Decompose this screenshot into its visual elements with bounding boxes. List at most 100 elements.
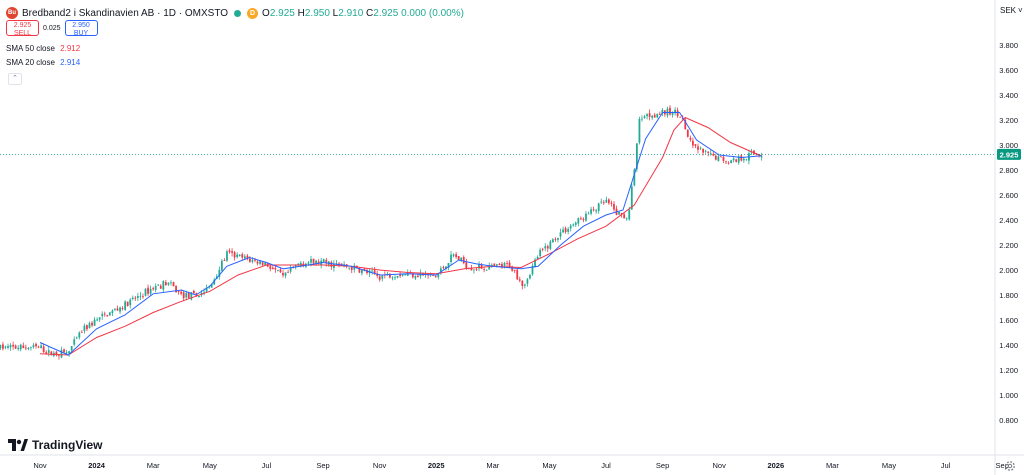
candle-body xyxy=(689,137,692,140)
candle-body xyxy=(30,347,32,349)
candle-body xyxy=(470,268,473,271)
candle-body xyxy=(714,155,717,160)
candle-body xyxy=(175,286,177,293)
candle-body xyxy=(32,345,35,347)
sma-50-close-line xyxy=(39,116,762,356)
symbol-title[interactable]: Bredband2 i Skandinavien AB · 1D · OMXST… xyxy=(22,7,229,19)
candle-body xyxy=(282,272,284,276)
candle-body xyxy=(134,297,137,299)
candle-body xyxy=(83,325,86,331)
indicator-sma20[interactable]: SMA 20 close 2.914 xyxy=(6,58,81,67)
candle-body xyxy=(325,259,328,264)
indicator-sma50[interactable]: SMA 50 close 2.912 xyxy=(6,44,81,53)
candle-body xyxy=(549,241,552,249)
candle-body xyxy=(139,295,142,297)
candle-body xyxy=(523,284,526,286)
candle-body xyxy=(307,262,310,264)
candle-body xyxy=(445,266,447,270)
sell-button[interactable]: 2.925 SELL xyxy=(6,20,39,37)
candle-body xyxy=(210,283,213,288)
spread-value: 0.025 xyxy=(43,24,61,32)
candle-body xyxy=(363,268,366,271)
candle-body xyxy=(460,257,463,262)
candle-body xyxy=(114,309,116,310)
buy-button[interactable]: 2.950 BUY xyxy=(64,20,98,37)
time-tick-label: Sep xyxy=(996,461,1009,470)
time-tick-label: Mar xyxy=(826,461,839,470)
candle-body xyxy=(694,144,697,146)
candle-body xyxy=(760,156,763,158)
gear-icon[interactable] xyxy=(1004,460,1016,472)
collapse-legend-icon[interactable]: ⌃ xyxy=(8,73,22,85)
candle-body xyxy=(271,267,274,269)
currency-selector[interactable]: SEK ˅ xyxy=(1000,6,1023,15)
candle-body xyxy=(348,267,351,269)
candle-body xyxy=(722,156,725,161)
candle-body xyxy=(447,263,450,268)
candle-body xyxy=(671,111,674,116)
candle-body xyxy=(740,155,743,161)
candle-body xyxy=(70,346,73,351)
price-tick-label: 3.800 xyxy=(999,41,1018,50)
candle-body xyxy=(607,199,610,204)
candle-body xyxy=(119,307,121,312)
candle-body xyxy=(228,250,231,253)
candle-body xyxy=(473,269,475,271)
candle-body xyxy=(65,352,68,354)
price-tick-label: 3.200 xyxy=(999,116,1018,125)
candle-body xyxy=(574,222,577,225)
candle-body xyxy=(546,246,549,249)
time-tick-label: 2026 xyxy=(767,461,784,470)
candle-body xyxy=(159,285,162,289)
candle-body xyxy=(483,269,486,270)
candle-body xyxy=(106,315,109,317)
candle-body xyxy=(231,251,233,253)
tradingview-logo[interactable]: TradingView xyxy=(8,438,102,452)
candle-body xyxy=(93,319,96,326)
candle-body xyxy=(381,275,384,279)
candle-body xyxy=(569,225,572,229)
candle-body xyxy=(391,277,394,279)
candle-body xyxy=(541,248,544,250)
candle-body xyxy=(147,287,149,294)
candle-body xyxy=(19,344,22,350)
candle-body xyxy=(544,246,547,249)
candle-body xyxy=(373,270,376,275)
candle-body xyxy=(506,262,508,264)
candle-body xyxy=(223,260,226,261)
candle-body xyxy=(170,282,172,284)
candle-body xyxy=(241,254,244,258)
candle-body xyxy=(17,347,20,350)
candle-body xyxy=(248,258,251,262)
time-tick-label: May xyxy=(203,461,217,470)
time-tick-label: May xyxy=(882,461,896,470)
candle-body xyxy=(674,109,676,114)
candle-body xyxy=(633,169,636,186)
candle-body xyxy=(50,351,53,356)
candle-body xyxy=(628,209,631,220)
candle-body xyxy=(704,150,707,152)
sma-20-close-line xyxy=(39,112,762,356)
candle-body xyxy=(508,262,511,268)
candle-body xyxy=(121,308,124,309)
candle-body xyxy=(162,281,165,290)
candle-body xyxy=(564,228,567,232)
last-price-label: 2.925 xyxy=(1000,150,1019,159)
candle-body xyxy=(108,312,111,316)
candle-body xyxy=(233,252,236,258)
candle-body xyxy=(254,259,256,261)
candle-body xyxy=(96,319,99,321)
data-delay-badge[interactable]: D xyxy=(247,7,259,19)
candle-body xyxy=(205,287,208,292)
candle-body xyxy=(457,256,460,261)
price-change: 0.000 (0.00%) xyxy=(401,7,464,19)
time-tick-label: Sep xyxy=(656,461,669,470)
candle-body xyxy=(129,299,132,306)
candle-body xyxy=(68,351,71,354)
candle-body xyxy=(154,286,157,290)
candle-body xyxy=(394,277,396,279)
candle-body xyxy=(259,261,261,264)
candle-body xyxy=(42,346,45,353)
candle-body xyxy=(720,156,722,158)
